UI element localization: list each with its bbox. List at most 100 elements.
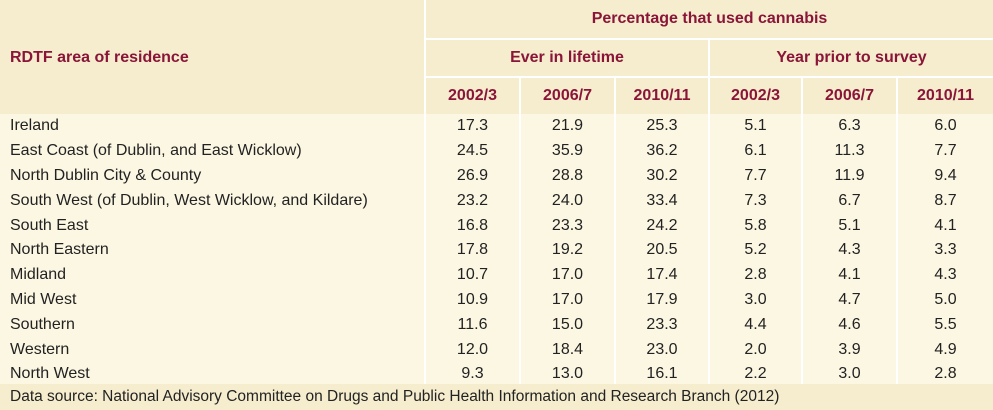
area-name: Western — [10, 340, 70, 358]
header-empty-cell — [0, 0, 425, 39]
value-cell: 28.8 — [519, 163, 615, 189]
table-row: Southern 11.6 15.0 23.3 4.4 4.6 5.5 — [0, 312, 993, 338]
value-cell: 11.6 — [424, 312, 520, 338]
table-row: North West 9.3 13.0 16.1 2.2 3.0 2.8 — [0, 361, 993, 387]
value-cell: 4.3 — [801, 237, 897, 263]
subgroup-year-prior: Year prior to survey — [707, 39, 993, 78]
group-title: Percentage that used cannabis — [423, 0, 993, 40]
year-header: 2006/7 — [519, 77, 615, 114]
value-cell: 24.5 — [424, 138, 520, 164]
value-cell: 35.9 — [519, 138, 615, 164]
value-cell: 10.9 — [424, 287, 520, 313]
table-row: Mid West 10.9 17.0 17.9 3.0 4.7 5.0 — [0, 287, 993, 313]
year-header: 2010/11 — [614, 77, 709, 114]
value-cell: 3.0 — [708, 287, 802, 313]
value-cell: 11.9 — [801, 163, 897, 189]
value-cell: 5.1 — [801, 213, 897, 238]
value-cell: 7.7 — [708, 163, 802, 189]
year-header: 2002/3 — [424, 77, 520, 114]
subgroup-ever-in-lifetime: Ever in lifetime — [424, 39, 709, 78]
value-cell: 13.0 — [519, 361, 615, 387]
value-cell: 6.7 — [801, 188, 897, 214]
data-source-note: Data source: National Advisory Committee… — [0, 384, 993, 410]
value-cell: 9.3 — [424, 361, 520, 387]
area-name: North Eastern — [10, 241, 109, 259]
header-empty-cell — [0, 77, 425, 114]
value-cell: 17.0 — [519, 287, 615, 313]
value-cell: 5.0 — [895, 287, 993, 313]
area-name: South East — [10, 216, 89, 234]
year-header: 2002/3 — [708, 77, 802, 114]
value-cell: 18.4 — [519, 337, 615, 362]
value-cell: 23.2 — [424, 188, 520, 214]
area-name: South West (of Dublin, West Wicklow, and… — [10, 191, 368, 209]
value-cell: 3.0 — [801, 361, 897, 387]
area-name: Midland — [10, 266, 67, 284]
value-cell: 4.4 — [708, 312, 802, 338]
value-cell: 4.6 — [801, 312, 897, 338]
value-cell: 6.3 — [801, 114, 897, 139]
value-cell: 19.2 — [519, 237, 615, 263]
cannabis-use-table: Percentage that used cannabis RDTF area … — [0, 0, 993, 387]
value-cell: 15.0 — [519, 312, 615, 338]
value-cell: 25.3 — [614, 114, 709, 139]
value-cell: 17.9 — [614, 287, 709, 313]
value-cell: 4.1 — [895, 213, 993, 238]
value-cell: 3.3 — [895, 237, 993, 263]
area-name: Mid West — [10, 290, 77, 308]
row-header-label: RDTF area of residence — [0, 39, 425, 77]
value-cell: 5.1 — [708, 114, 802, 139]
table-row: Western 12.0 18.4 23.0 2.0 3.9 4.9 — [0, 337, 993, 362]
value-cell: 10.7 — [424, 262, 520, 288]
table-row: South East 16.8 23.3 24.2 5.8 5.1 4.1 — [0, 213, 993, 238]
value-cell: 17.4 — [614, 262, 709, 288]
value-cell: 17.8 — [424, 237, 520, 263]
value-cell: 8.7 — [895, 188, 993, 214]
value-cell: 6.0 — [895, 114, 993, 139]
value-cell: 23.3 — [519, 213, 615, 238]
value-cell: 5.5 — [895, 312, 993, 338]
year-header: 2006/7 — [801, 77, 897, 114]
value-cell: 20.5 — [614, 237, 709, 263]
value-cell: 11.3 — [801, 138, 897, 164]
value-cell: 17.3 — [424, 114, 520, 139]
area-name: North West — [10, 365, 90, 383]
value-cell: 4.3 — [895, 262, 993, 288]
table-row: Ireland 17.3 21.9 25.3 5.1 6.3 6.0 — [0, 114, 993, 139]
table-row: South West (of Dublin, West Wicklow, and… — [0, 188, 993, 214]
value-cell: 23.0 — [614, 337, 709, 362]
value-cell: 2.8 — [895, 361, 993, 387]
value-cell: 6.1 — [708, 138, 802, 164]
table-body: Ireland 17.3 21.9 25.3 5.1 6.3 6.0 East Coast (… — [0, 114, 993, 387]
value-cell: 12.0 — [424, 337, 520, 362]
value-cell: 4.9 — [895, 337, 993, 362]
value-cell: 7.7 — [895, 138, 993, 164]
value-cell: 30.2 — [614, 163, 709, 189]
year-header: 2010/11 — [895, 77, 993, 114]
value-cell: 26.9 — [424, 163, 520, 189]
value-cell: 5.2 — [708, 237, 802, 263]
area-name: North Dublin City & County — [10, 166, 202, 184]
value-cell: 33.4 — [614, 188, 709, 214]
area-name: East Coast (of Dublin, and East Wicklow) — [10, 142, 302, 160]
area-name: Southern — [10, 315, 75, 333]
value-cell: 2.2 — [708, 361, 802, 387]
table-row: North Eastern 17.8 19.2 20.5 5.2 4.3 3.3 — [0, 237, 993, 263]
value-cell: 21.9 — [519, 114, 615, 139]
table-row: East Coast (of Dublin, and East Wicklow)… — [0, 138, 993, 164]
value-cell: 24.2 — [614, 213, 709, 238]
value-cell: 4.7 — [801, 287, 897, 313]
value-cell: 16.1 — [614, 361, 709, 387]
value-cell: 36.2 — [614, 138, 709, 164]
value-cell: 7.3 — [708, 188, 802, 214]
value-cell: 3.9 — [801, 337, 897, 362]
value-cell: 2.0 — [708, 337, 802, 362]
value-cell: 9.4 — [895, 163, 993, 189]
value-cell: 4.1 — [801, 262, 897, 288]
value-cell: 2.8 — [708, 262, 802, 288]
value-cell: 17.0 — [519, 262, 615, 288]
year-header-row: 2002/3 2006/7 2010/11 2002/3 2006/7 2010… — [0, 77, 993, 114]
area-name: Ireland — [10, 117, 59, 135]
value-cell: 24.0 — [519, 188, 615, 214]
